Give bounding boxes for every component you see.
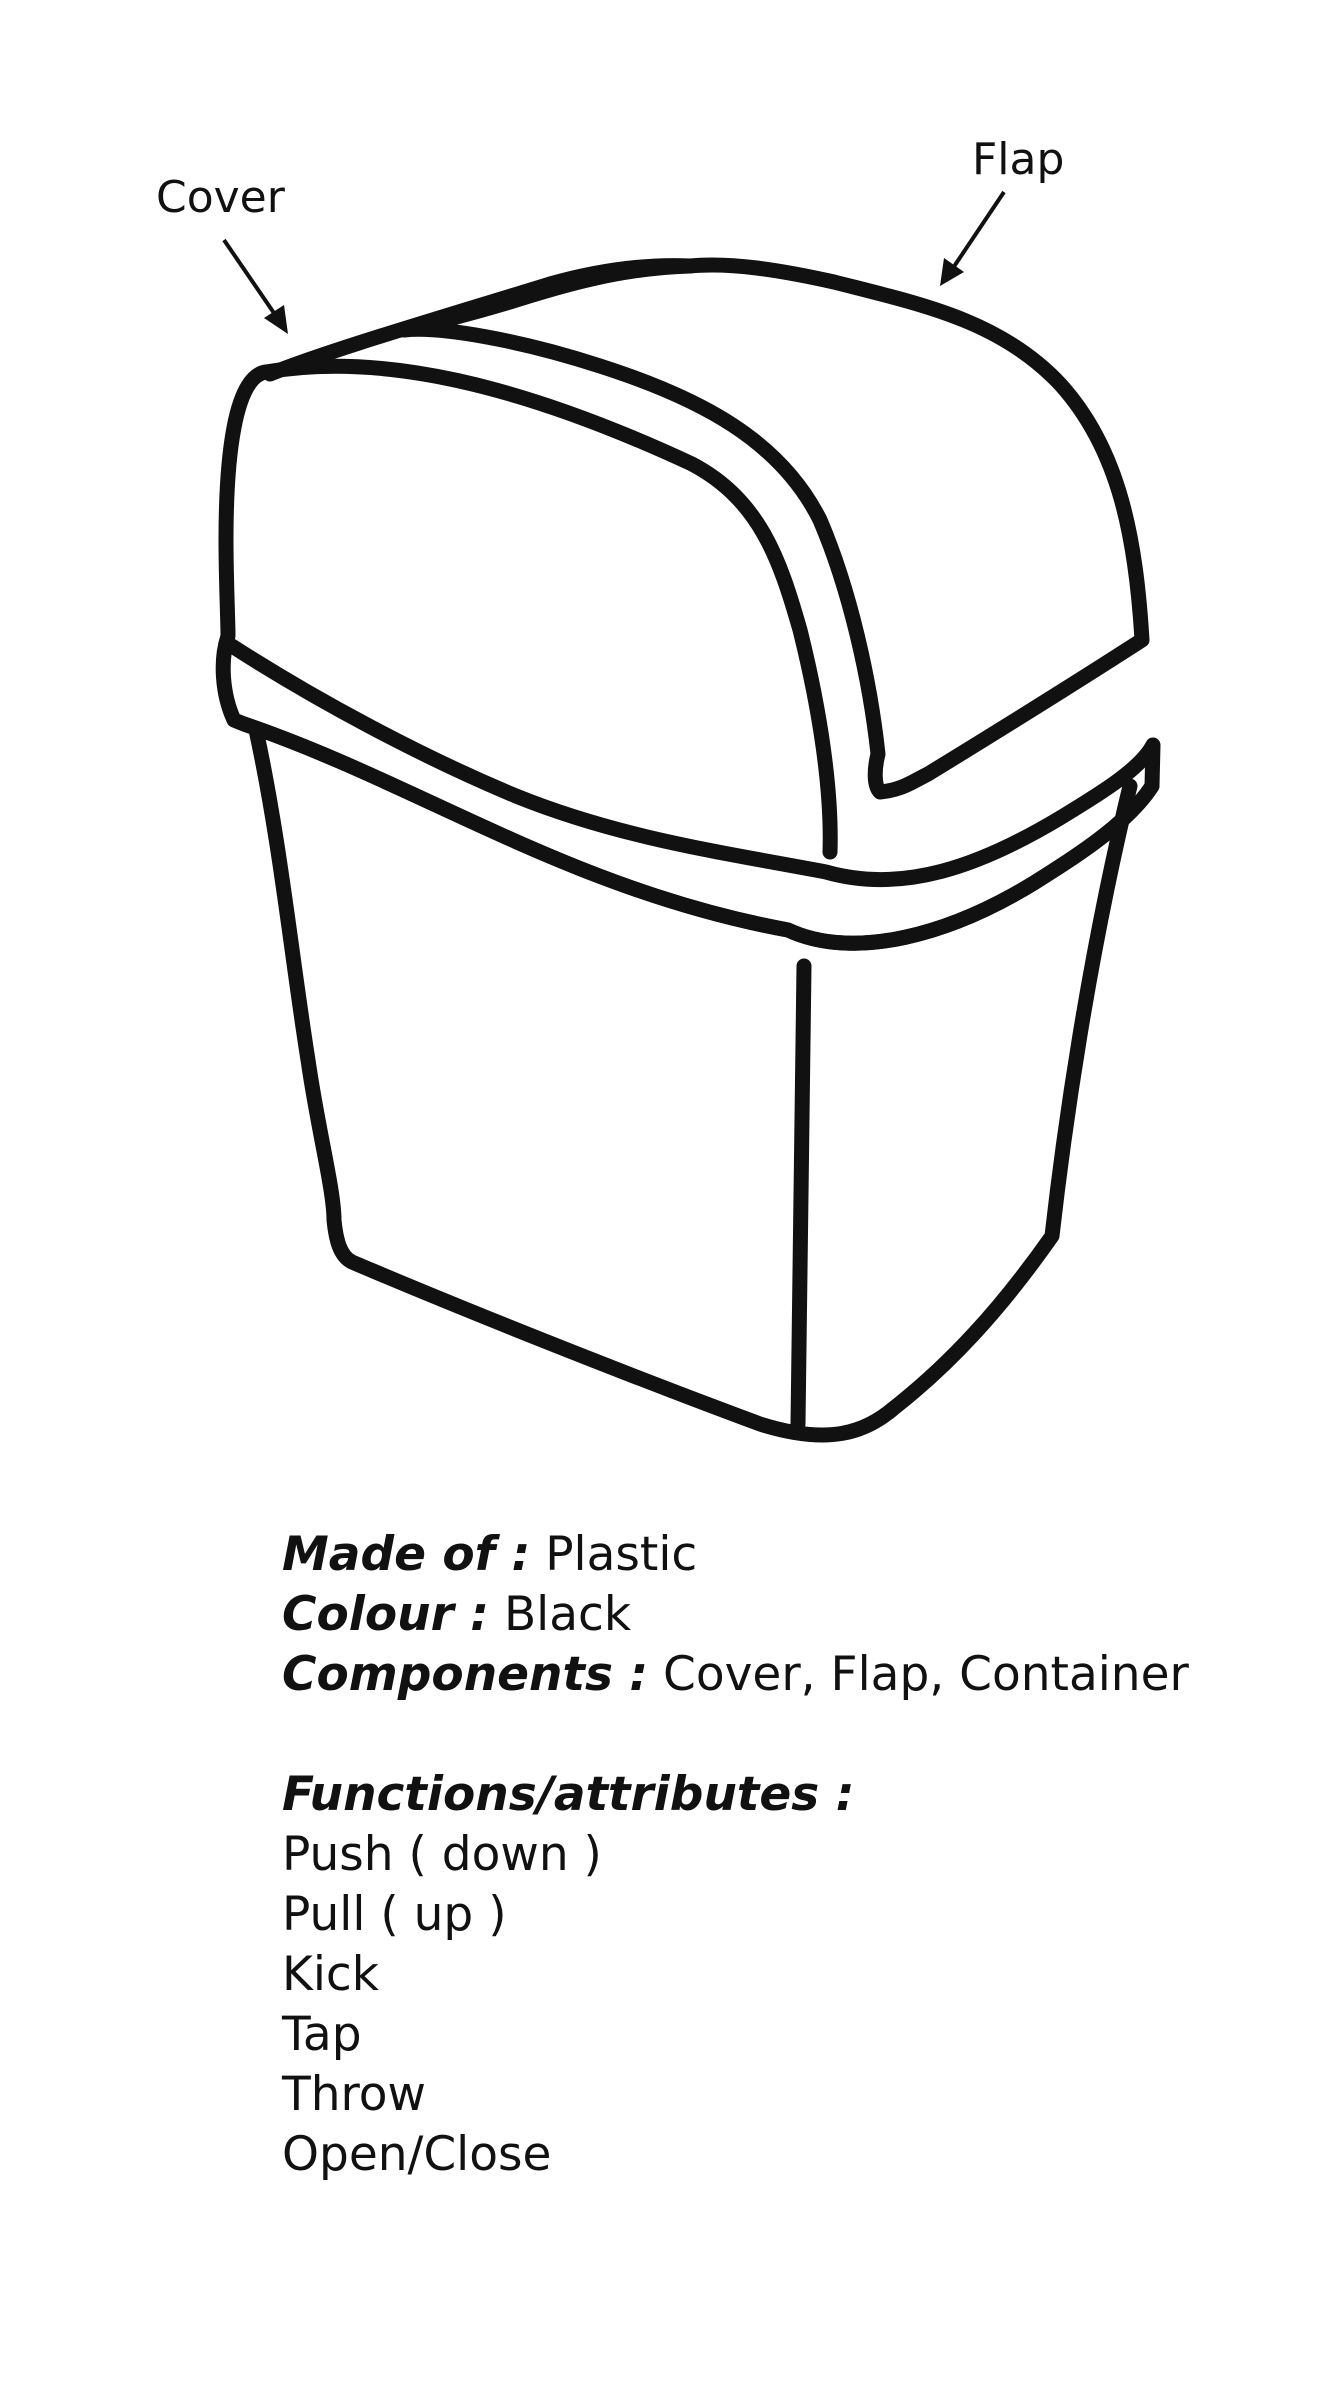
function-item: Throw [282,2067,426,2122]
function-item: Tap [282,2007,362,2062]
spec-components-value: Cover, Flap, Container [663,1647,1189,1702]
cover-top-curve [258,358,838,860]
flap-arrow [940,190,1006,286]
spec-material-value: Plastic [545,1527,698,1582]
trash-bin-diagram: Cover Flap [156,134,1161,1443]
flap-label: Flap [972,134,1064,185]
functions-heading: Functions/attributes : [282,1767,855,1822]
spec-material: Made of : Plastic [282,1525,1282,1585]
spec-list: Made of : Plastic Colour : Black Compone… [282,1525,1282,2185]
function-item: Push ( down ) [282,1827,602,1882]
container-outline [248,722,1138,1443]
cover-arrow [222,238,288,334]
spec-spacer [282,1705,1282,1765]
cover-label: Cover [156,172,286,223]
spec-colour: Colour : Black [282,1585,1282,1645]
flap-outline [396,257,1150,800]
function-item: Pull ( up ) [282,1887,507,1942]
container-rim [236,716,1160,951]
container-seam [790,958,812,1432]
function-item: Open/Close [282,2127,552,2182]
spec-material-key: Made of : [282,1527,531,1582]
function-item: Kick [282,1947,379,2002]
spec-colour-key: Colour : [282,1587,489,1642]
spec-components: Components : Cover, Flap, Container [282,1645,1282,1705]
spec-colour-value: Black [503,1587,632,1642]
spec-components-key: Components : [282,1647,649,1702]
top-edge [262,258,698,382]
